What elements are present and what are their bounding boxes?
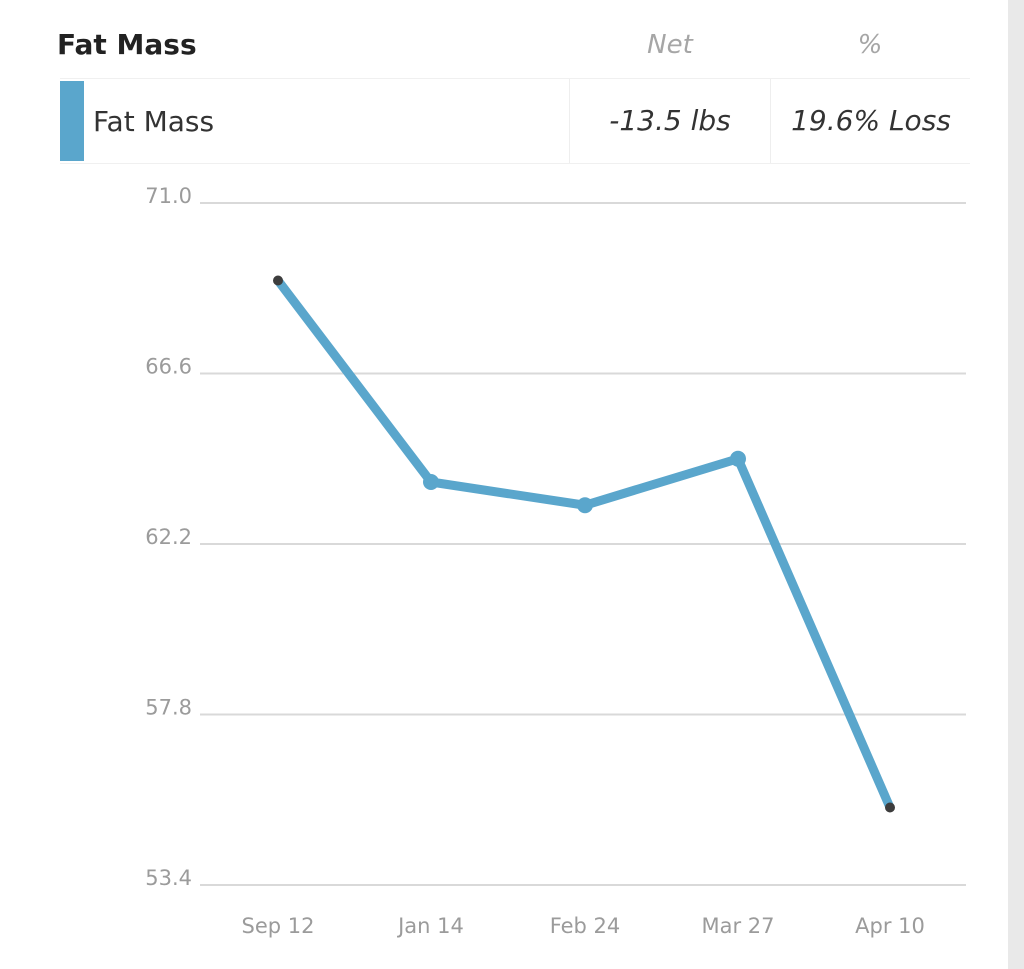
x-tick-label: Mar 27	[701, 914, 774, 938]
y-tick-label: 71.0	[145, 184, 192, 208]
x-tick-label: Sep 12	[242, 914, 315, 938]
percent-change-value: 19.6% Loss	[770, 79, 971, 163]
x-tick-label: Apr 10	[855, 914, 925, 938]
net-change-value: -13.5 lbs	[569, 79, 770, 163]
data-point	[577, 497, 593, 514]
net-column-header: Net	[647, 30, 693, 60]
legend-color-swatch-icon	[60, 81, 84, 161]
x-tick-label: Jan 14	[396, 914, 464, 938]
y-tick-label: 57.8	[145, 696, 192, 720]
data-point	[423, 474, 439, 490]
x-tick-label: Feb 24	[550, 914, 621, 938]
data-point	[730, 450, 746, 467]
y-tick-label: 62.2	[145, 525, 192, 549]
legend-row: Fat Mass -13.5 lbs 19.6% Loss	[60, 78, 970, 164]
percent-column-header: %	[857, 30, 883, 60]
data-point	[885, 802, 895, 813]
y-tick-label: 66.6	[145, 355, 192, 379]
frame-edge	[1008, 0, 1024, 969]
y-tick-label: 53.4	[145, 866, 192, 890]
legend-label: Fat Mass	[93, 105, 215, 138]
data-point	[273, 275, 283, 286]
chart-title: Fat Mass	[57, 28, 197, 61]
